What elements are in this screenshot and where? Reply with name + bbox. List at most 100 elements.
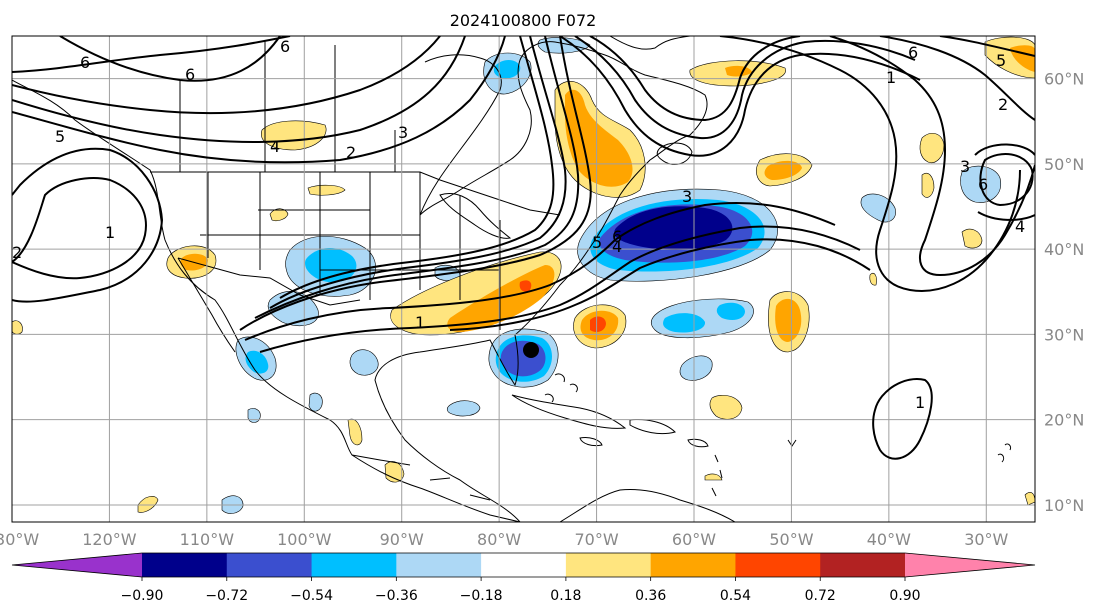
shade-neg-mid — [716, 302, 745, 320]
shade-pos-strong — [590, 316, 606, 332]
colorbar-box — [650, 553, 736, 577]
contour-labels: 6 6 6 5 4 3 2 1 2 1 1 6 5 4 3 2 1 6 5 4 … — [12, 37, 1025, 412]
shade-pos-mid — [775, 298, 802, 342]
contour-line — [574, 36, 916, 140]
shade-pos-light — [1024, 492, 1035, 506]
colorbar-label: 0.54 — [720, 588, 751, 604]
contour-label: 4 — [270, 137, 280, 156]
shade-neg-mid — [663, 313, 706, 333]
contour-label: 6 — [80, 53, 90, 72]
shade-pos-light — [137, 496, 159, 513]
latitude-label: 60°N — [1044, 70, 1084, 89]
shade-pos-light — [869, 272, 877, 286]
contour-label: 6 — [908, 43, 918, 62]
colorbar-label: −0.36 — [375, 588, 418, 604]
contour-line — [939, 36, 1035, 57]
longitude-label: 80°W — [477, 530, 521, 549]
contour-line — [979, 153, 1034, 207]
coastline-canada-east — [419, 41, 708, 216]
border-central-america — [351, 454, 491, 501]
shade-neg-light — [349, 349, 379, 376]
contour-label: 4 — [612, 237, 622, 256]
colorbar-box — [311, 553, 397, 577]
contour-label: 2 — [346, 143, 356, 162]
contour-label: 5 — [592, 233, 602, 252]
coastline-gulf — [374, 134, 691, 522]
contour-label: 1 — [886, 68, 896, 87]
coastline-north-america — [12, 79, 521, 522]
contour-line — [244, 202, 836, 341]
contour-line — [559, 36, 921, 157]
contour-label: 5 — [55, 127, 65, 146]
shade-neg-light — [679, 355, 713, 381]
coastline-hudson — [419, 54, 502, 216]
coastline-jamaica — [579, 437, 603, 447]
shade-neg-light — [247, 408, 261, 423]
contour-label: 6 — [978, 175, 988, 194]
coastline-greenland — [609, 36, 691, 50]
map-frame — [11, 35, 1036, 523]
contour-label: 2 — [998, 95, 1008, 114]
longitude-label: 50°W — [769, 530, 813, 549]
map-title: 2024100800 F072 — [450, 11, 597, 30]
colorbar-box — [226, 553, 313, 577]
latitude-label: 20°N — [1044, 411, 1084, 430]
shade-pos-light — [12, 320, 23, 335]
contour-label: 3 — [960, 157, 970, 176]
shade-pos-light — [961, 228, 983, 249]
shade-pos-light — [921, 172, 935, 198]
colorbar-label: −0.72 — [205, 588, 248, 604]
colorbar-box — [142, 553, 228, 577]
shade-neg-light — [860, 193, 896, 223]
contour-label: 6 — [280, 37, 290, 56]
colorbar-label: −0.90 — [121, 588, 164, 604]
shade-pos-mid — [764, 160, 802, 180]
colorbar-extend-low — [12, 553, 142, 577]
colorbar-label: 0.90 — [889, 588, 920, 604]
latitude-label: 50°N — [1044, 155, 1084, 174]
hurricane-center — [523, 342, 539, 358]
contour-label: 2 — [12, 243, 22, 262]
contour-line — [279, 36, 555, 299]
contour-line — [12, 36, 466, 143]
contour-line — [12, 147, 164, 303]
shade-pos-light — [709, 395, 743, 420]
shading-layer — [12, 36, 1035, 514]
contour-label: 3 — [398, 123, 408, 142]
longitude-label: 30°W — [964, 530, 1008, 549]
contour-line — [974, 143, 1035, 221]
colorbar-label: −0.54 — [290, 588, 333, 604]
colorbar-label: 0.18 — [550, 588, 581, 604]
contour-line — [12, 36, 441, 115]
longitude-label: 130°W — [0, 530, 39, 549]
contour-label: 1 — [105, 223, 115, 242]
contour-line — [254, 36, 580, 319]
longitude-label: 110°W — [180, 530, 235, 549]
shade-pos-light — [261, 120, 327, 151]
colorbar-box — [565, 553, 652, 577]
contour-line — [12, 177, 147, 280]
shade-pos-strong — [519, 280, 532, 292]
contour-line — [589, 36, 801, 122]
shade-pos-mid — [565, 89, 633, 187]
longitude-label: 100°W — [277, 530, 332, 549]
latitude-label: 10°N — [1044, 496, 1084, 515]
coastline-great-lakes — [439, 193, 512, 239]
contour-line — [12, 36, 506, 164]
contour-line — [872, 378, 933, 460]
contour-line — [259, 225, 861, 353]
colorbar-label: −0.18 — [460, 588, 503, 604]
shade-neg-mid — [245, 350, 269, 374]
coastline-puerto-rico — [687, 438, 709, 448]
contour-line — [59, 36, 281, 82]
latitude-label: 30°N — [1044, 325, 1084, 344]
border-states-1 — [200, 172, 501, 330]
colorbar-box — [820, 553, 906, 577]
colorbar-box — [396, 553, 482, 577]
contour-line — [449, 238, 871, 331]
coastline-iceland-area — [997, 443, 1011, 463]
contour-label: 4 — [1015, 217, 1025, 236]
colorbar-label: 0.36 — [635, 588, 666, 604]
colorbar-box — [735, 553, 821, 577]
